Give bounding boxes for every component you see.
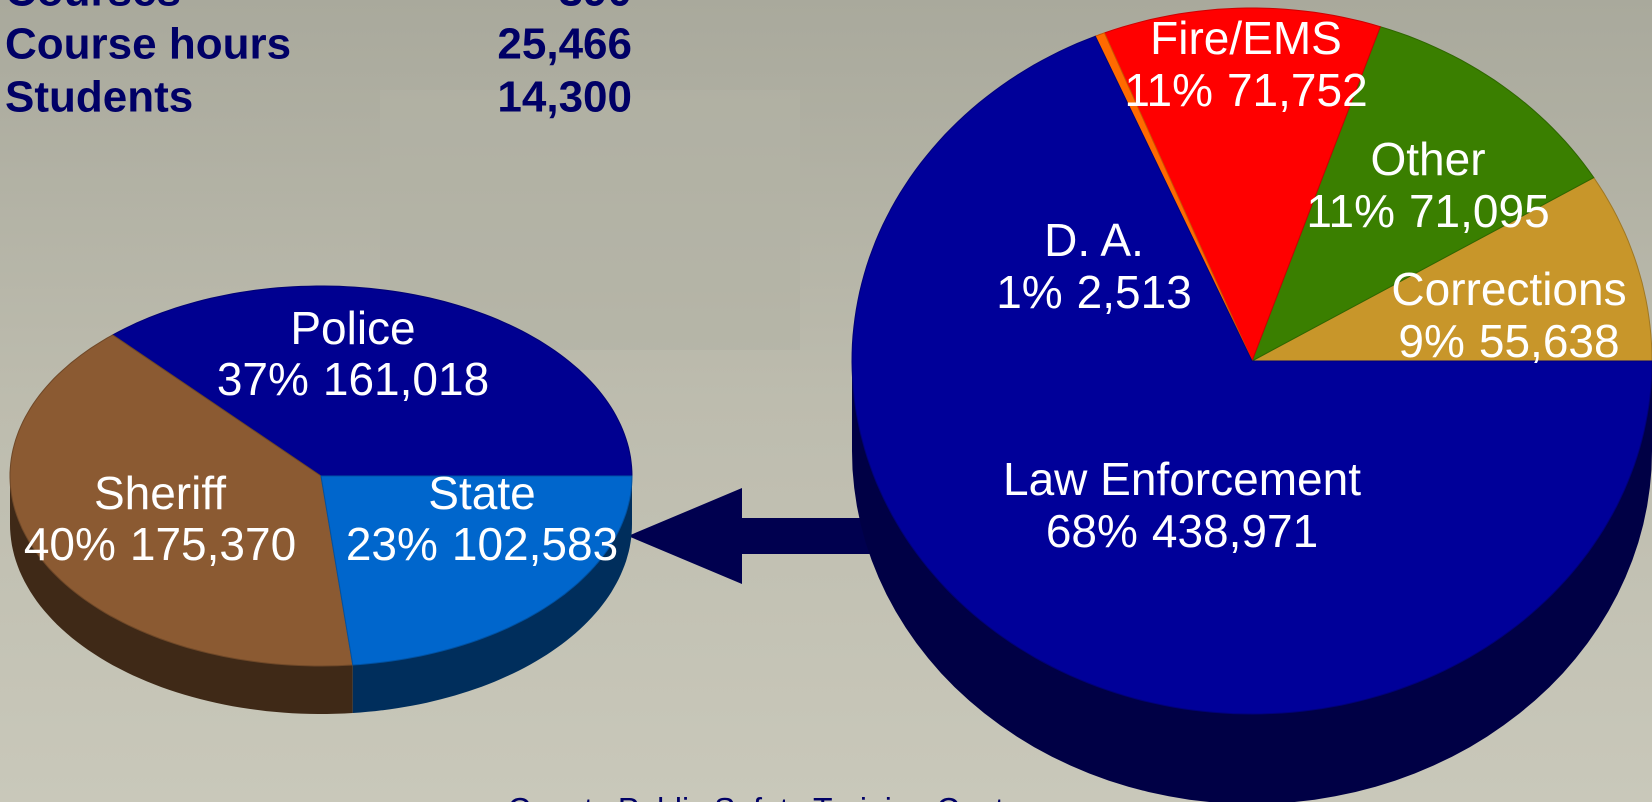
stat-value: 25,466: [497, 20, 632, 69]
stat-label: Students: [5, 73, 193, 122]
slice-value: 11% 71,095: [1306, 185, 1549, 237]
slice-value: 68% 438,971: [1046, 505, 1318, 557]
slice-value: 23% 102,583: [346, 518, 618, 570]
footer: County Public Safety Training Center: [508, 791, 1033, 802]
slice-percent: 1%: [996, 266, 1062, 318]
slice-value: 1% 2,513: [996, 266, 1192, 318]
slice-name: Corrections: [1391, 263, 1626, 315]
slice-value: 40% 175,370: [24, 518, 296, 570]
stat-value: 390: [559, 0, 632, 16]
slice-count: 71,752: [1227, 64, 1368, 116]
slice-count: 102,583: [452, 518, 618, 570]
slice-value: 37% 161,018: [217, 353, 489, 405]
pie-chart: Corrections9%55,638Other11%71,095Fire/EM…: [852, 8, 1652, 802]
slice-name: Fire/EMS: [1150, 12, 1342, 64]
slice-percent: 11%: [1124, 64, 1213, 116]
slice-count: 438,971: [1152, 505, 1318, 557]
slice-value: 9% 55,638: [1398, 315, 1619, 367]
slice-percent: 11%: [1306, 185, 1395, 237]
stat-label: Course hours: [5, 20, 291, 69]
stat-label: Courses: [5, 0, 181, 16]
slice-percent: 23%: [346, 518, 438, 570]
slice-count: 175,370: [130, 518, 296, 570]
slice-name: Sheriff: [94, 467, 226, 519]
stat-value: 14,300: [497, 73, 632, 122]
slice-name: Police: [290, 302, 415, 354]
slice-name: Other: [1370, 133, 1485, 185]
slide: Courses 390 Course hours 25,466 Students 14,3…: [0, 0, 1652, 802]
slice-count: 55,638: [1479, 315, 1620, 367]
slice-count: 2,513: [1077, 266, 1192, 318]
slice-percent: 68%: [1046, 505, 1138, 557]
slice-name: Law Enforcement: [1003, 453, 1361, 505]
slice-name: D. A.: [1044, 214, 1144, 266]
slice-percent: 40%: [24, 518, 116, 570]
slice-count: 161,018: [323, 353, 489, 405]
slice-name: State: [428, 467, 535, 519]
page: Courses 390 Course hours 25,466 Students 14,3…: [0, 0, 1652, 802]
slice-percent: 9%: [1398, 315, 1464, 367]
slice-count: 71,095: [1409, 185, 1550, 237]
slice-value: 11% 71,752: [1124, 64, 1367, 116]
slice-percent: 37%: [217, 353, 309, 405]
